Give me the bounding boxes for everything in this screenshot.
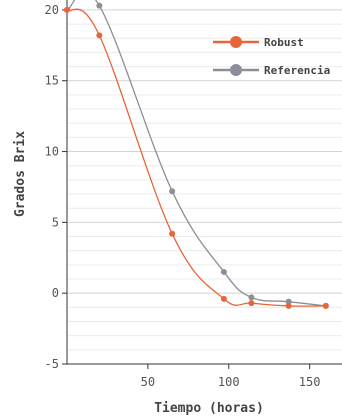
data-point-robust [248, 300, 255, 307]
y-axis-title: Grados Brix [13, 131, 28, 217]
data-point-robust [220, 295, 227, 302]
series-line-robust [66, 8, 326, 307]
legend: Robust Referencia [213, 36, 330, 77]
x-axis-title: Tiempo (horas) [154, 401, 264, 416]
series-layer [64, 0, 329, 309]
grid-layer [67, 9, 342, 365]
data-point-robust [64, 6, 70, 13]
x-tick-label: 100 [218, 375, 240, 389]
legend-marker-referencia [230, 64, 242, 76]
y-tick-label: 10 [45, 145, 59, 159]
data-point-robust [96, 32, 103, 39]
x-tick-label: 50 [141, 375, 155, 389]
x-tick-label: 150 [299, 375, 321, 389]
y-tick-label: 15 [45, 74, 59, 88]
y-tick-label: 20 [45, 3, 59, 17]
data-point-robust [285, 302, 292, 309]
data-point-referencia [285, 298, 292, 305]
legend-label-robust: Robust [264, 36, 304, 49]
data-point-referencia [169, 188, 176, 195]
data-point-referencia [96, 2, 103, 9]
data-point-robust [169, 230, 176, 237]
data-point-robust [322, 302, 329, 309]
y-tick-label: 0 [52, 286, 59, 300]
data-point-referencia [220, 268, 227, 275]
axis-layer: -5 0 5 10 15 20 50 100 150 [45, 0, 342, 389]
y-tick-label: -5 [45, 357, 59, 371]
legend-label-referencia: Referencia [264, 64, 330, 77]
y-tick-label: 5 [52, 215, 59, 229]
legend-marker-robust [230, 36, 242, 48]
data-point-referencia [248, 294, 255, 301]
